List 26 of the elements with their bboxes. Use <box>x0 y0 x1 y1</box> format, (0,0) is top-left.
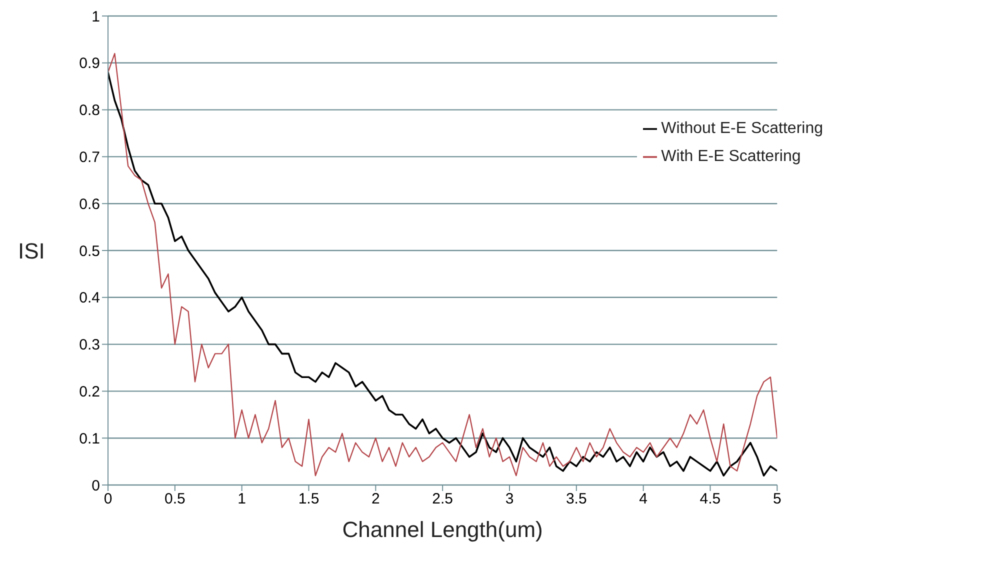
x-tick-label: 4 <box>639 490 648 508</box>
x-tick-label: 2 <box>371 490 380 508</box>
y-tick-label: 0.5 <box>79 242 100 260</box>
x-tick-label: 3.5 <box>566 490 587 508</box>
y-tick-label: 0 <box>92 477 100 494</box>
y-tick-label: 0.4 <box>79 290 100 307</box>
x-tick-label: 4.5 <box>700 490 721 508</box>
y-tick-label: 0.9 <box>79 55 100 72</box>
y-tick-label: 0.2 <box>79 384 100 401</box>
x-tick-label: 2.5 <box>432 490 454 508</box>
y-tick-label: 0.1 <box>79 430 100 448</box>
x-tick-label: 1 <box>238 490 246 508</box>
y-tick-label: 0.3 <box>79 336 100 354</box>
y-axis-title: ISI <box>18 238 45 264</box>
x-tick-label: 0 <box>104 490 112 508</box>
y-tick-label: 1 <box>92 8 100 26</box>
x-tick-label: 3 <box>505 490 514 508</box>
y-tick-label: 0.6 <box>79 196 100 213</box>
legend-label: Without E-E Scattering <box>661 120 823 137</box>
x-tick-label: 0.5 <box>164 490 186 508</box>
x-axis-title: Channel Length(um) <box>342 517 543 542</box>
x-tick-label: 1.5 <box>298 490 320 508</box>
y-tick-label: 0.7 <box>79 149 100 166</box>
y-tick-label: 0.8 <box>79 102 100 120</box>
legend-label: With E-E Scattering <box>661 148 801 165</box>
x-tick-label: 5 <box>772 490 782 508</box>
